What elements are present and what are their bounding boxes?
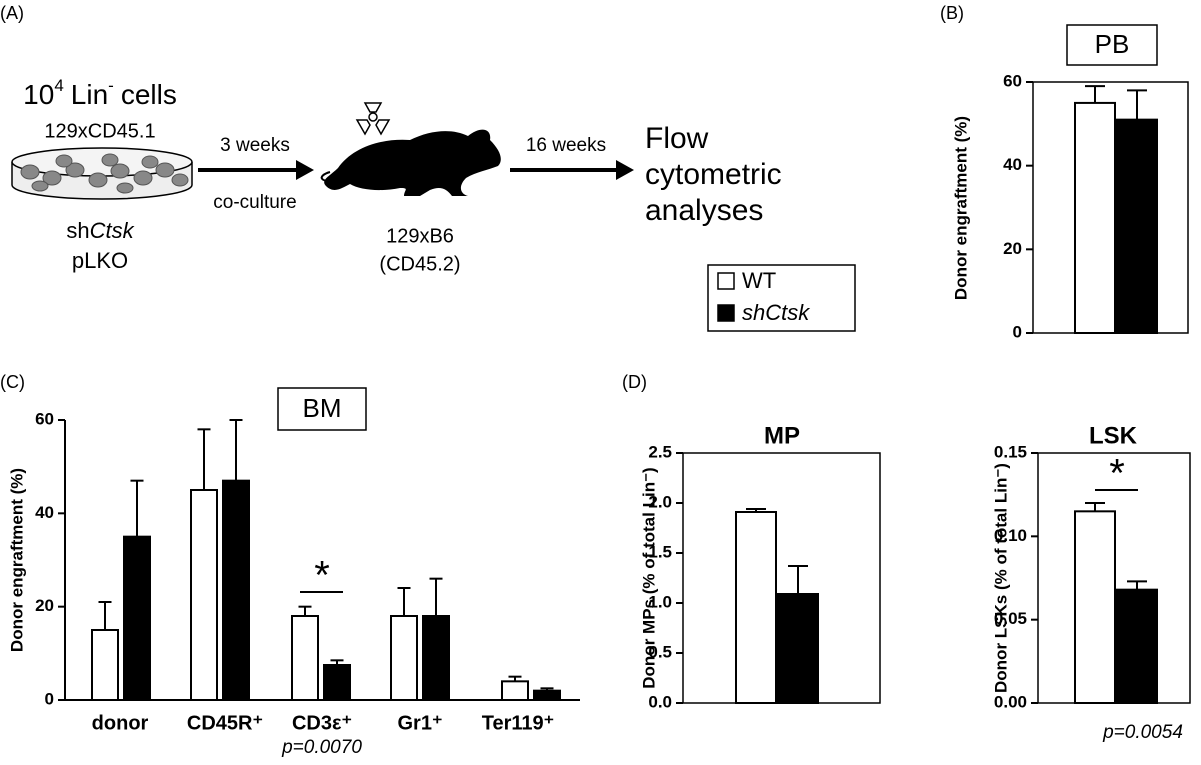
legend-swatch xyxy=(717,304,735,322)
legend-label: shCtsk xyxy=(742,300,810,325)
legend-swatch xyxy=(717,272,735,290)
p-value: p=0.0070 xyxy=(281,737,362,758)
y-tick-label: 0.5 xyxy=(648,642,672,661)
y-tick-label: 60 xyxy=(1003,71,1022,90)
y-axis-label: Donor MPs (% of total Lin⁻) xyxy=(639,467,658,688)
construct: shCtsk xyxy=(66,218,134,243)
cells-tail: cells xyxy=(121,79,177,110)
bar xyxy=(1074,101,1116,334)
title-box xyxy=(1066,24,1158,66)
bar xyxy=(91,629,119,701)
bar xyxy=(1116,118,1158,335)
bar xyxy=(323,664,351,701)
chart-title: BM xyxy=(303,393,342,423)
bar xyxy=(390,615,418,701)
y-tick-label: 2.0 xyxy=(648,492,672,511)
outcome: analyses xyxy=(645,194,763,227)
chart-title: MP xyxy=(764,422,800,449)
schematic: 104 Lin-cells 129xCD45.1 shCtsk pLKO 3 we… xyxy=(11,76,782,275)
panel-label: (D) xyxy=(622,372,647,392)
bar xyxy=(735,511,777,704)
y-tick-label: 0.15 xyxy=(994,442,1027,461)
mouse-tail xyxy=(320,171,341,182)
bar xyxy=(291,615,319,701)
outcome: cytometric xyxy=(645,158,782,191)
y-axis-label: Donor LSKs (% of total Lin⁻) xyxy=(991,463,1010,693)
y-axis-label: Donor engraftment (%) xyxy=(7,468,26,652)
culture-dish xyxy=(11,147,193,200)
x-tick-label: Gr1⁺ xyxy=(397,712,442,734)
y-tick-label: 1.5 xyxy=(648,542,672,561)
cells-word: Lin xyxy=(71,79,108,110)
y-tick-label: 40 xyxy=(1003,155,1022,174)
significance-star: * xyxy=(314,554,330,598)
step-label: 16 weeks xyxy=(526,135,606,156)
y-tick-label: 20 xyxy=(35,596,54,615)
bar xyxy=(1074,510,1116,705)
significance-star: * xyxy=(1109,452,1125,496)
y-tick-label: 0 xyxy=(1013,322,1022,341)
chart-title: PB xyxy=(1095,29,1130,59)
y-tick-label: 20 xyxy=(1003,239,1022,258)
outcome: Flow xyxy=(645,122,709,155)
recipient-strain: 129xB6 xyxy=(386,225,454,247)
cells-exp: 4 xyxy=(54,76,63,95)
x-tick-label: Ter119⁺ xyxy=(482,712,554,734)
y-tick-label: 0.0 xyxy=(648,692,672,711)
y-tick-label: 0 xyxy=(45,689,54,708)
construct-prefix: sh xyxy=(66,218,89,243)
bar xyxy=(222,479,250,701)
step-label: co-culture xyxy=(213,192,296,213)
radiation-icon xyxy=(355,102,391,136)
bar xyxy=(422,615,450,701)
bar xyxy=(533,689,561,702)
p-value: p=0.0054 xyxy=(1102,722,1183,743)
cells-base: 10 xyxy=(23,79,54,110)
bar xyxy=(777,593,819,704)
legend-box xyxy=(707,264,856,332)
legend-label: WT xyxy=(742,268,776,293)
y-axis-label: Donor engraftment (%) xyxy=(951,116,970,300)
title-box xyxy=(277,387,367,431)
y-tick-label: 0.10 xyxy=(994,526,1027,545)
arrow-head xyxy=(296,160,314,180)
construct-gene: Ctsk xyxy=(90,218,135,243)
y-tick-label: 40 xyxy=(35,503,54,522)
x-tick-label: CD45R⁺ xyxy=(187,712,263,734)
cells-line: 104 Lin-cells xyxy=(23,76,177,110)
recipient-marker: (CD45.2) xyxy=(379,253,460,275)
x-tick-label: donor xyxy=(92,712,149,734)
panel-label: (B) xyxy=(940,3,964,23)
control: pLKO xyxy=(72,248,128,273)
bar xyxy=(501,680,529,701)
y-tick-label: 2.5 xyxy=(648,442,672,461)
panel-label: (A) xyxy=(0,3,24,23)
step-label: 3 weeks xyxy=(220,135,290,156)
mouse xyxy=(324,129,501,196)
donor-strain: 129xCD45.1 xyxy=(44,120,155,142)
bar xyxy=(1116,588,1158,705)
chart-title: LSK xyxy=(1089,422,1138,449)
y-tick-label: 60 xyxy=(35,409,54,428)
x-tick-label: CD3ε⁺ xyxy=(292,712,352,734)
panel-label: (C) xyxy=(0,372,25,392)
arrow-head xyxy=(616,160,634,180)
cells-minus: - xyxy=(108,76,114,95)
bar xyxy=(190,489,218,701)
y-tick-label: 0.00 xyxy=(994,692,1027,711)
y-tick-label: 0.05 xyxy=(994,609,1027,628)
y-tick-label: 1.0 xyxy=(648,592,672,611)
bar xyxy=(123,535,151,702)
